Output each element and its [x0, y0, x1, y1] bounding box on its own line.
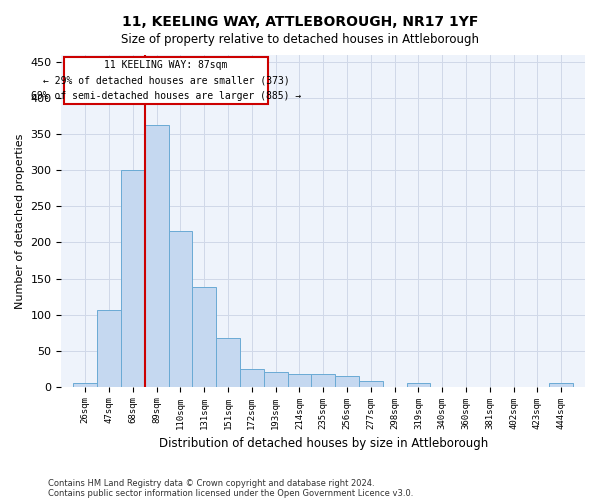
Bar: [287, 374, 311, 386]
Text: 11 KEELING WAY: 87sqm
← 29% of detached houses are smaller (373)
69% of semi-det: 11 KEELING WAY: 87sqm ← 29% of detached …: [31, 60, 301, 101]
Text: 11, KEELING WAY, ATTLEBOROUGH, NR17 1YF: 11, KEELING WAY, ATTLEBOROUGH, NR17 1YF: [122, 15, 478, 29]
Bar: [407, 383, 430, 386]
X-axis label: Distribution of detached houses by size in Attleborough: Distribution of detached houses by size …: [158, 437, 488, 450]
Bar: [359, 381, 383, 386]
Bar: [550, 383, 573, 386]
Text: Contains public sector information licensed under the Open Government Licence v3: Contains public sector information licen…: [48, 488, 413, 498]
Bar: [264, 372, 287, 386]
Y-axis label: Number of detached properties: Number of detached properties: [15, 133, 25, 308]
Bar: [193, 287, 216, 386]
Bar: [97, 310, 121, 386]
FancyBboxPatch shape: [64, 57, 268, 104]
Bar: [240, 368, 264, 386]
Bar: [311, 374, 335, 386]
Text: Size of property relative to detached houses in Attleborough: Size of property relative to detached ho…: [121, 32, 479, 46]
Bar: [73, 383, 97, 386]
Bar: [145, 125, 169, 386]
Bar: [169, 231, 193, 386]
Bar: [216, 338, 240, 386]
Bar: [335, 376, 359, 386]
Bar: [121, 170, 145, 386]
Text: Contains HM Land Registry data © Crown copyright and database right 2024.: Contains HM Land Registry data © Crown c…: [48, 478, 374, 488]
